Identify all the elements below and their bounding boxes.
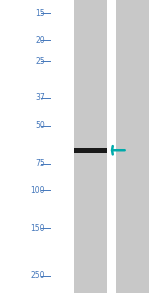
Text: 25: 25 bbox=[35, 57, 45, 66]
Text: 20: 20 bbox=[35, 36, 45, 45]
Text: 150: 150 bbox=[30, 224, 45, 233]
Bar bbox=[74, 148, 106, 153]
Text: 37: 37 bbox=[35, 93, 45, 102]
Bar bbox=[116, 0, 148, 293]
Text: 75: 75 bbox=[35, 159, 45, 168]
Text: 50: 50 bbox=[35, 121, 45, 130]
Text: 100: 100 bbox=[30, 186, 45, 195]
Text: 15: 15 bbox=[35, 9, 45, 18]
Text: 250: 250 bbox=[30, 272, 45, 280]
Bar bbox=[74, 0, 106, 293]
